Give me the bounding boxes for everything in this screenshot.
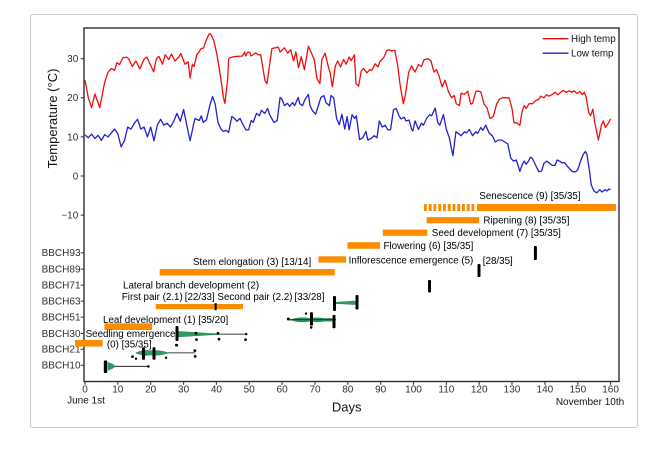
svg-text:BBCH10: BBCH10: [42, 361, 81, 372]
svg-text:0: 0: [73, 171, 79, 182]
svg-text:40: 40: [211, 385, 223, 396]
svg-text:(0) [35/35]: (0) [35/35]: [107, 340, 152, 351]
svg-text:BBCH89: BBCH89: [42, 265, 81, 276]
svg-text:BBCH21: BBCH21: [42, 345, 81, 356]
svg-text:50: 50: [244, 385, 256, 396]
svg-text:First pair (2.1) [22/33] Secon: First pair (2.1) [22/33] Second pair (2.…: [122, 292, 325, 303]
svg-text:BBCH71: BBCH71: [42, 281, 81, 292]
svg-text:Lateral branch development (2): Lateral branch development (2): [123, 280, 259, 291]
svg-text:Temperature (°C): Temperature (°C): [45, 69, 60, 169]
svg-text:Flowering (6) [35/35]: Flowering (6) [35/35]: [384, 241, 474, 252]
svg-text:BBCH51: BBCH51: [42, 313, 81, 324]
svg-text:Inflorescence emergence (5): Inflorescence emergence (5): [349, 255, 474, 266]
svg-text:November 10th: November 10th: [556, 397, 624, 408]
svg-text:30: 30: [67, 54, 79, 65]
svg-text:10: 10: [112, 385, 124, 396]
svg-text:70: 70: [309, 385, 321, 396]
svg-text:Days: Days: [332, 400, 362, 415]
svg-text:30: 30: [178, 385, 190, 396]
svg-text:BBCH93: BBCH93: [42, 248, 81, 259]
svg-text:130: 130: [504, 385, 521, 396]
svg-text:Seedling emergence: Seedling emergence: [86, 329, 176, 340]
svg-text:60: 60: [277, 385, 289, 396]
svg-text:150: 150: [569, 385, 586, 396]
svg-text:Seed development (7) [35/35]: Seed development (7) [35/35]: [432, 228, 561, 239]
svg-text:120: 120: [471, 385, 488, 396]
svg-text:20: 20: [67, 93, 79, 104]
svg-text:140: 140: [537, 385, 554, 396]
svg-text:High temp: High temp: [571, 34, 616, 45]
svg-text:10: 10: [67, 132, 79, 143]
svg-text:Stem elongation (3) [13/14]: Stem elongation (3) [13/14]: [193, 257, 311, 268]
svg-text:Low temp: Low temp: [571, 49, 614, 60]
svg-text:BBCH30: BBCH30: [42, 329, 81, 340]
svg-text:90: 90: [375, 385, 387, 396]
svg-text:20: 20: [145, 385, 157, 396]
svg-text:BBCH63: BBCH63: [42, 297, 81, 308]
svg-text:[28/35]: [28/35]: [483, 256, 513, 267]
svg-text:Leaf development (1) [35/20]: Leaf development (1) [35/20]: [103, 315, 229, 326]
svg-text:Senescence (9) [35/35]: Senescence (9) [35/35]: [479, 191, 581, 202]
svg-text:0: 0: [82, 385, 88, 396]
svg-text:−10: −10: [61, 211, 78, 222]
svg-text:100: 100: [405, 385, 422, 396]
svg-text:June 1st: June 1st: [67, 396, 105, 407]
svg-text:110: 110: [438, 385, 454, 396]
svg-text:Ripening (8) [35/35]: Ripening (8) [35/35]: [483, 216, 569, 227]
svg-text:160: 160: [602, 385, 619, 396]
svg-text:80: 80: [342, 385, 354, 396]
